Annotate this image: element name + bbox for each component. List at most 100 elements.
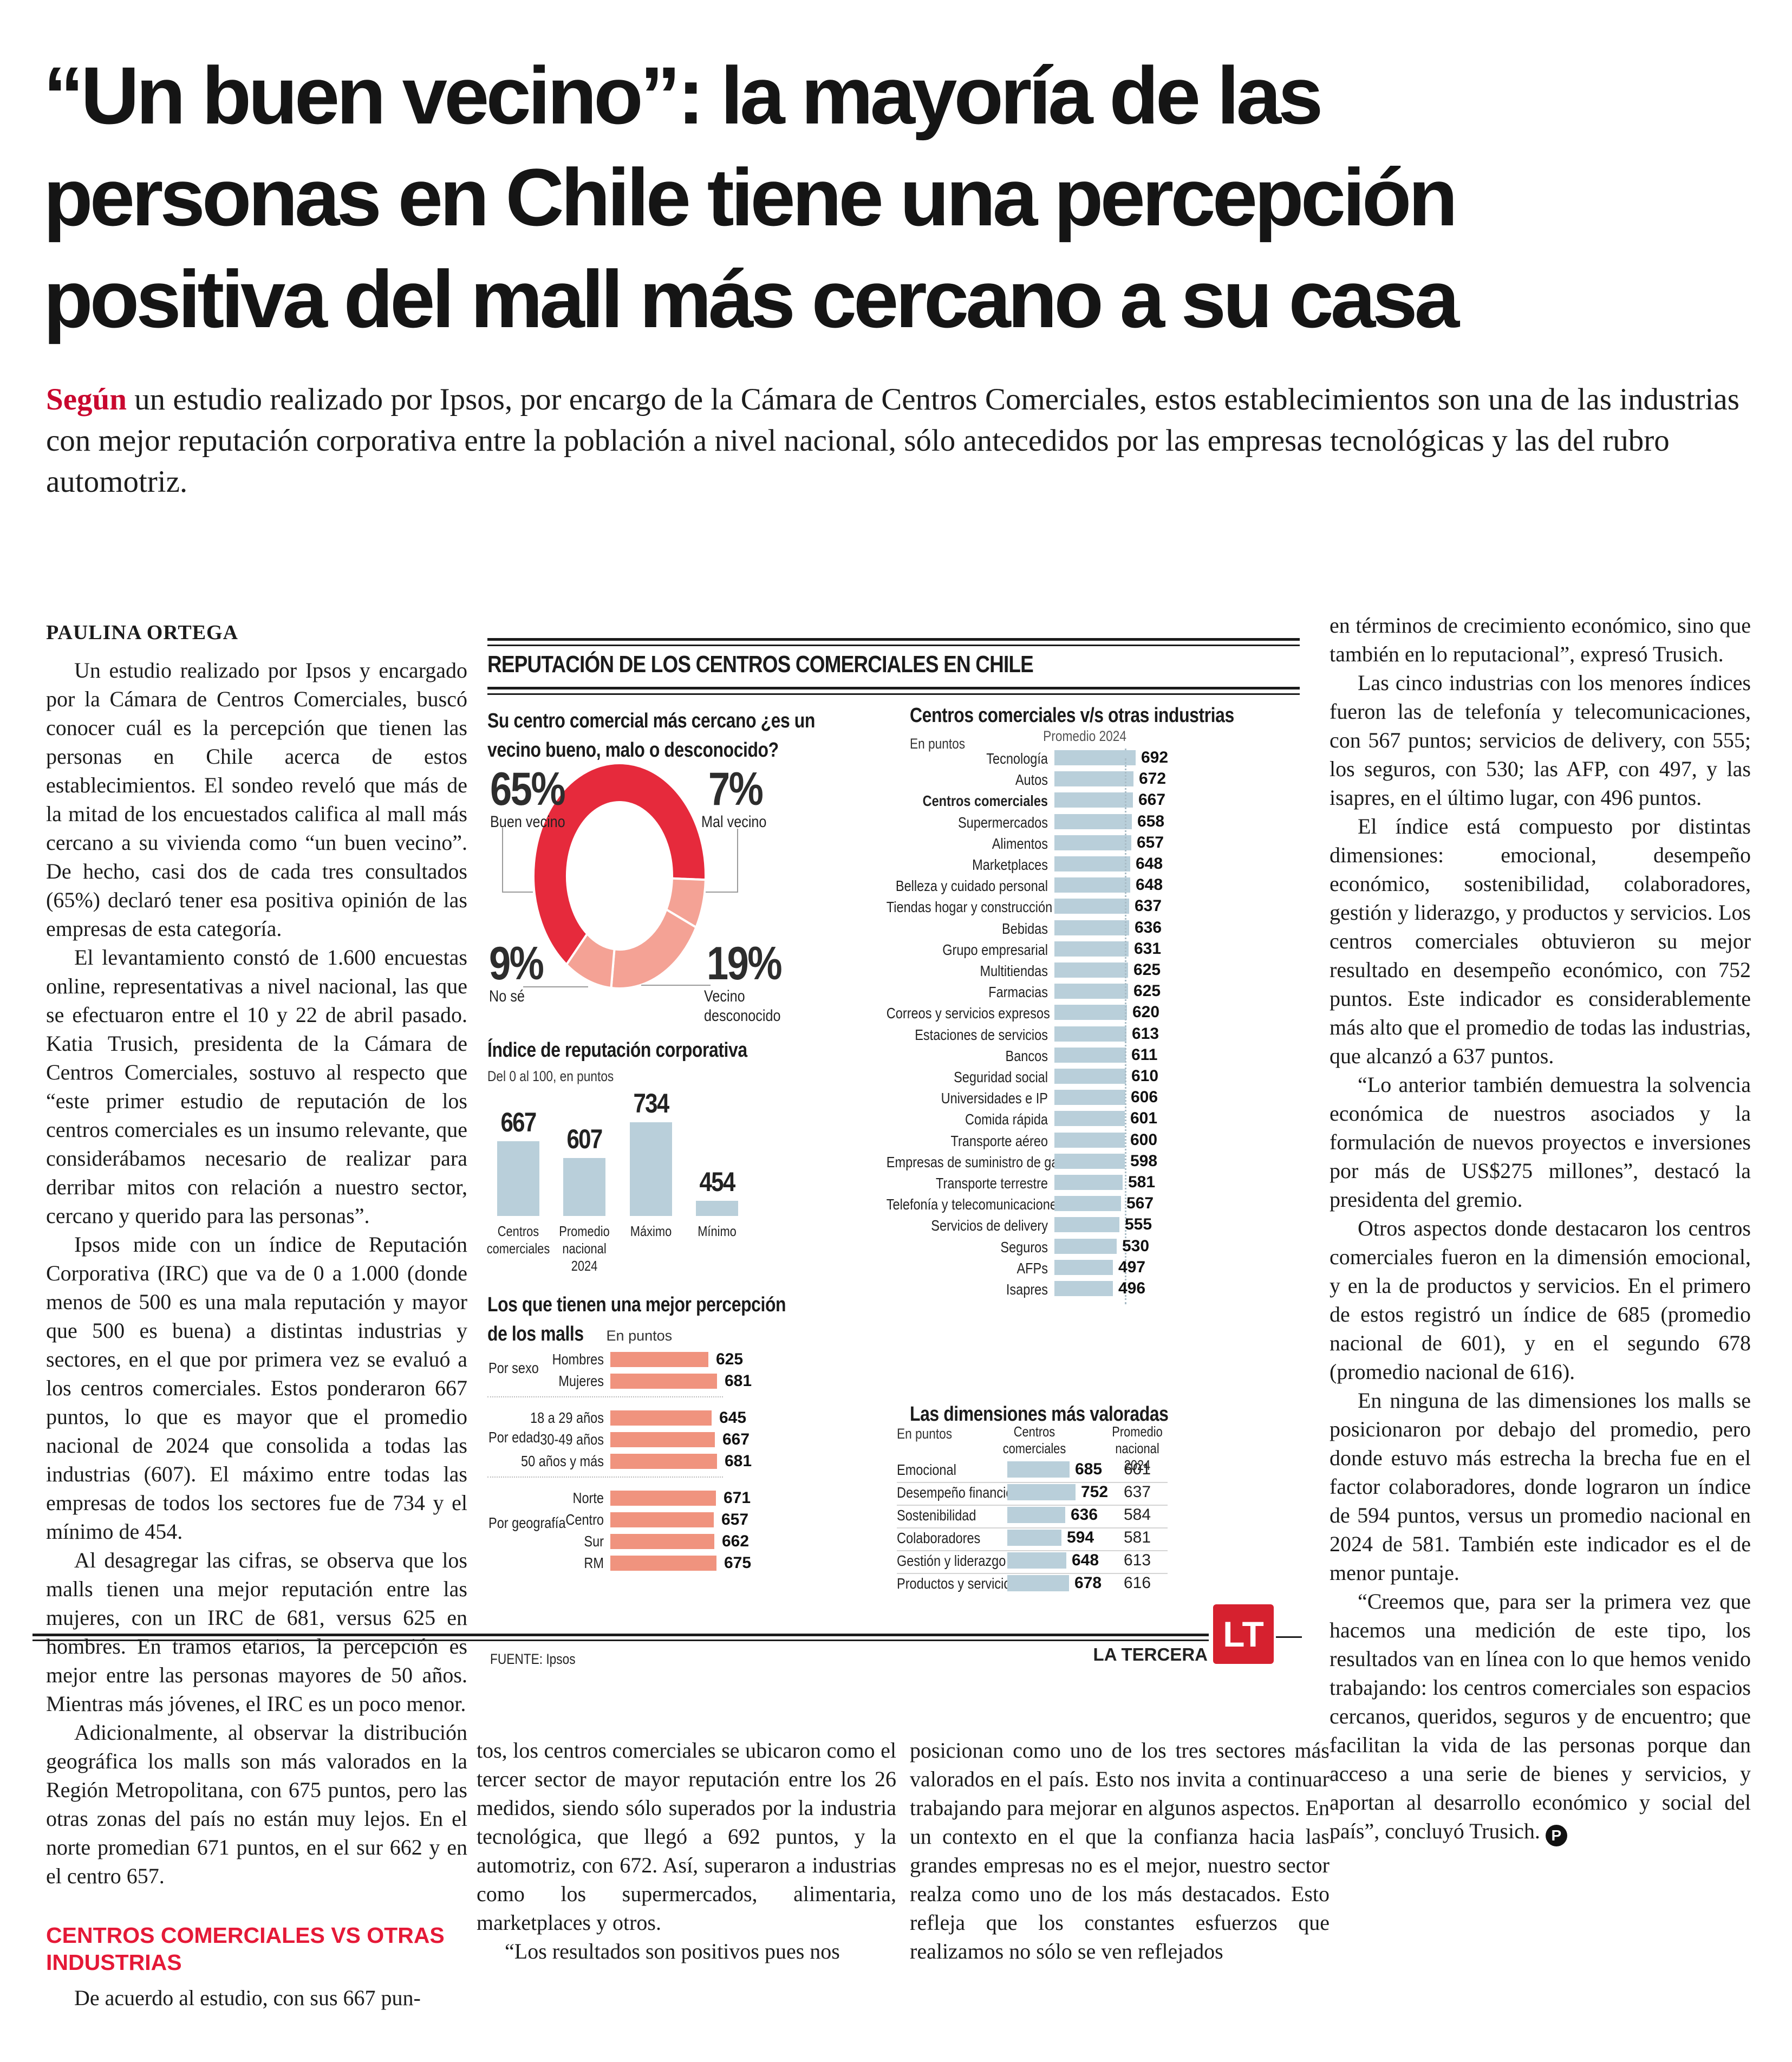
dimensions-rows: Emocional 685 601 Desempeño financiero 752 63… (856, 1392, 1300, 1619)
industry-label: Marketplaces (972, 856, 1048, 873)
group-separator (487, 1396, 723, 1397)
industry-value: 667 (1138, 791, 1166, 809)
group-label: Por sexo (488, 1360, 539, 1376)
index-bar-label: Centros comerciales (486, 1223, 550, 1257)
industry-bar (1054, 1281, 1113, 1296)
donut-segment-3 (565, 932, 616, 990)
paragraph: posicionan como uno de los tres sectores… (910, 1738, 1330, 1963)
industry-bar (1054, 962, 1128, 978)
industry-label: Empresas de suministro de gas (886, 1154, 1065, 1170)
industry-value: 648 (1136, 876, 1163, 894)
donut-pct-mal: 7% (708, 763, 764, 815)
headline-line: personas en Chile tiene una percepción (43, 152, 1458, 243)
index-chart-title: Índice de reputación corporativa (487, 1039, 747, 1062)
paragraph: “Los resultados son positivos pues nos (505, 1939, 840, 1963)
industry-value: 601 (1130, 1109, 1158, 1127)
percepcion-bar (610, 1410, 712, 1426)
column-1-paragraphs: Un estudio realizado por Ipsos y encarga… (46, 656, 467, 1890)
industry-bar (1054, 1175, 1123, 1190)
index-bar-value: 667 (500, 1107, 537, 1137)
industry-label: Supermercados (957, 814, 1048, 831)
industry-bar (1054, 920, 1129, 935)
industry-label: Transporte terrestre (936, 1175, 1048, 1192)
percepcion-bar (610, 1432, 715, 1447)
headline: “Un buen vecino”: la mayoría de las pers… (43, 44, 1760, 350)
industry-label: Comida rápida (965, 1111, 1048, 1128)
percepcion-value: 625 (716, 1350, 744, 1368)
donut-label-mal: Mal vecino (701, 813, 767, 831)
paragraph: Otros aspectos donde destacaron los cent… (1330, 1216, 1751, 1384)
percepcion-title-2: de los malls En puntos (487, 1323, 673, 1345)
industry-value: 613 (1132, 1025, 1159, 1043)
donut-label-desconocido: Vecino desconocido (704, 987, 781, 1025)
industry-bar (1054, 750, 1136, 765)
industries-rows: Tecnología 692 Autos 672 Centros comerciales… (856, 634, 1300, 1316)
index-bar-3 (696, 1201, 738, 1216)
industry-label: Farmacias (988, 984, 1048, 1000)
paragraph: “Lo anterior también demuestra la solven… (1330, 1072, 1751, 1212)
index-bar-label: Máximo (630, 1223, 672, 1239)
industries-subtitle: En puntos (910, 736, 966, 752)
industry-value: 530 (1122, 1237, 1150, 1255)
index-bar-label: Promedio nacional 2024 (559, 1223, 610, 1274)
industry-bar (1054, 1048, 1126, 1063)
industry-bar (1054, 1090, 1125, 1105)
percepcion-row-label: 18 a 29 años (530, 1409, 604, 1426)
dimension-bar (1007, 1530, 1061, 1546)
industry-value: 637 (1135, 897, 1162, 915)
industry-value: 625 (1133, 982, 1161, 1000)
row-separator (897, 1573, 1168, 1574)
industry-label: Multitiendas (980, 962, 1048, 979)
paragraph: De acuerdo al estudio, con sus 667 pun- (74, 1986, 421, 2010)
byline: PAULINA ORTEGA (46, 621, 239, 644)
industry-value: 657 (1137, 834, 1164, 851)
column-3-paragraphs: posicionan como uno de los tres sectores… (910, 1736, 1330, 1966)
percepcion-value: 667 (722, 1430, 750, 1448)
dimension-value-prom: 584 (1123, 1506, 1151, 1524)
dimension-bar (1007, 1507, 1065, 1523)
percepcion-row-label: Centro (565, 1511, 604, 1528)
dimensions-panel: Las dimensiones más valoradas En puntos … (856, 1392, 1300, 1619)
industry-value: 672 (1139, 770, 1167, 788)
percepcion-bar (610, 1374, 717, 1389)
subhead-lead: Según (46, 382, 127, 417)
row-separator (897, 1550, 1168, 1551)
column-4: en términos de crecimiento económico, si… (1330, 611, 1751, 1998)
percepcion-row-label: 30-49 años (540, 1431, 604, 1448)
industry-bar (1054, 1239, 1117, 1254)
dimensions-col2-header: Promedio nacional 2024 (1112, 1423, 1163, 1473)
percepcion-bar (610, 1534, 714, 1549)
average-dotted-line (1125, 758, 1126, 1304)
industries-panel: Centros comerciales v/s otras industrias… (856, 634, 1300, 1392)
subhead: Según un estudio realizado por Ipsos, po… (46, 379, 1774, 503)
dimension-label: Productos y servicios (897, 1575, 1018, 1592)
industry-label: Correos y servicios expresos (886, 1005, 1050, 1022)
industry-bar (1054, 1196, 1121, 1211)
rule (487, 645, 1300, 646)
industry-value: 598 (1130, 1152, 1158, 1170)
paragraph: Ipsos mide con un índice de Reputación C… (46, 1232, 467, 1544)
donut-segment-0 (532, 762, 707, 967)
percepcion-value: 645 (719, 1409, 747, 1427)
industry-value: 611 (1131, 1046, 1158, 1064)
paragraph: tos, los centros comerciales se ubicaron… (477, 1738, 896, 1935)
section-heading: CENTROS COMERCIALES VS OTRAS INDUSTRIAS (46, 1923, 445, 1975)
dimensions-subtitle: En puntos (897, 1426, 953, 1442)
industry-label: Seguridad social (954, 1069, 1048, 1085)
index-bar-label: Mínimo (698, 1223, 737, 1239)
dimension-bar (1007, 1552, 1066, 1569)
rule (487, 693, 1300, 695)
industry-label: Autos (1015, 771, 1048, 788)
industry-bar (1054, 792, 1133, 808)
donut-pct-buen: 65% (490, 763, 566, 815)
industry-value: 606 (1131, 1088, 1158, 1106)
headline-line: positiva del mall más cercano a su casa (43, 253, 1459, 344)
dimension-value-cc: 678 (1074, 1574, 1102, 1592)
la-tercera-logo: LT (1213, 1604, 1274, 1664)
index-bar-value: 607 (566, 1124, 603, 1154)
industry-label: Universidades e IP (941, 1090, 1048, 1107)
percepcion-title: Los que tienen una mejor percepción (487, 1293, 786, 1316)
industry-label: Servicios de delivery (931, 1217, 1048, 1234)
industry-bar (1054, 941, 1129, 957)
